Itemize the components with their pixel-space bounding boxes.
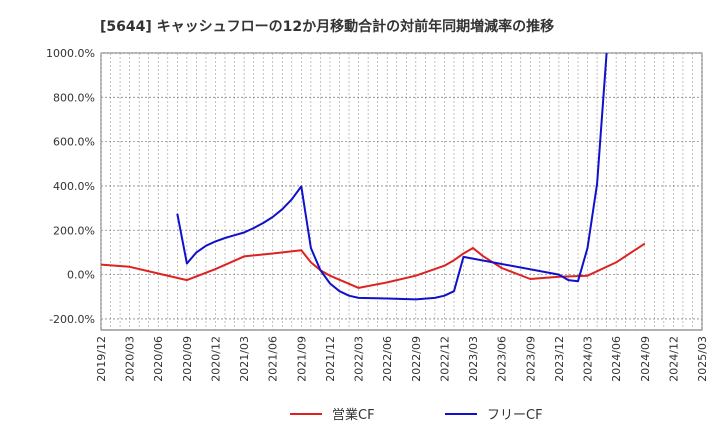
legend-label: 営業CF — [332, 407, 375, 423]
x-tick-label: 2020/03 — [124, 336, 137, 382]
x-tick-label: 2024/03 — [582, 336, 595, 382]
x-tick-label: 2021/12 — [324, 336, 337, 382]
y-tick-label: 0.0% — [67, 269, 95, 282]
y-tick-label: 200.0% — [53, 224, 95, 237]
x-tick-label: 2022/09 — [410, 336, 423, 382]
x-tick-label: 2024/06 — [610, 336, 623, 382]
series-line-operating-cf — [100, 242, 646, 289]
x-tick-label: 2020/12 — [209, 336, 222, 382]
x-tick-label: 2021/03 — [238, 336, 251, 382]
x-tick-label: 2024/09 — [639, 336, 652, 382]
x-tick-label: 2022/06 — [381, 336, 394, 382]
x-tick-label: 2021/06 — [267, 336, 280, 382]
x-tick-label: 2020/06 — [152, 336, 165, 382]
chart-title: [5644] キャッシュフローの12か月移動合計の対前年同期増減率の推移 — [100, 18, 554, 35]
x-axis-ticks: 2019/12 2020/03 2020/06 2020/09 2020/12 2021/… — [95, 336, 709, 382]
plot-area — [100, 52, 703, 331]
series-line-free-cf — [176, 52, 608, 301]
x-tick-label: 2020/09 — [181, 336, 194, 382]
x-tick-label: 2023/12 — [553, 336, 566, 382]
x-tick-label: 2022/03 — [353, 336, 366, 382]
x-tick-label: 2024/12 — [667, 336, 680, 382]
y-tick-label: -200.0% — [49, 313, 95, 326]
y-tick-label: 1000.0% — [46, 47, 95, 60]
x-tick-label: 2025/03 — [696, 336, 709, 382]
x-tick-label: 2022/12 — [438, 336, 451, 382]
x-tick-label: 2021/09 — [295, 336, 308, 382]
legend: 営業CF フリーCF — [290, 407, 543, 423]
x-tick-label: 2023/03 — [467, 336, 480, 382]
y-tick-label: 600.0% — [53, 136, 95, 149]
y-tick-label: 800.0% — [53, 91, 95, 104]
x-tick-label: 2019/12 — [95, 336, 108, 382]
x-tick-label: 2023/06 — [496, 336, 509, 382]
legend-label: フリーCF — [487, 408, 543, 423]
series-lines — [100, 52, 646, 301]
y-tick-label: 400.0% — [53, 180, 95, 193]
x-tick-label: 2023/09 — [524, 336, 537, 382]
y-axis-ticks: -200.0% 0.0% 200.0% 400.0% 600.0% 800.0% 1000.… — [46, 47, 95, 326]
